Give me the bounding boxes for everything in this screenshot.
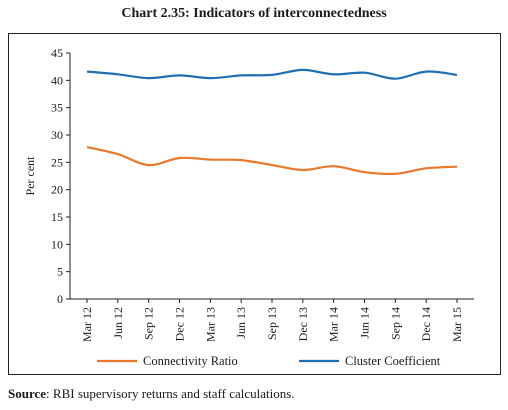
source-note: Source: RBI supervisory returns and staf… (8, 386, 295, 402)
chart-title: Chart 2.35: Indicators of interconnected… (121, 6, 387, 21)
legend-label-connectivity-ratio: Connectivity Ratio (143, 354, 238, 368)
y-tick-label: 45 (51, 46, 63, 60)
x-tick-label: Mar 15 (450, 307, 464, 342)
legend-label-cluster-coefficient: Cluster Coefficient (345, 354, 441, 368)
x-tick-label: Mar 12 (80, 307, 94, 342)
y-tick-label: 10 (51, 237, 63, 251)
x-tick-label: Dec 12 (173, 307, 187, 341)
x-tick-label: Dec 14 (419, 307, 433, 341)
y-tick-label: 35 (51, 101, 63, 115)
x-tick-label: Dec 13 (296, 307, 310, 341)
x-tick-label: Sep 12 (142, 307, 156, 340)
x-tick-label: Mar 13 (203, 307, 217, 342)
series-line-connectivity-ratio (86, 145, 458, 176)
y-tick-label: 40 (51, 73, 63, 87)
source-text: : RBI supervisory returns and staff calc… (46, 386, 295, 401)
x-tick-label: Sep 13 (265, 307, 279, 340)
y-tick-label: 15 (51, 210, 63, 224)
y-tick-label: 30 (51, 128, 63, 142)
x-tick-label: Mar 14 (327, 307, 341, 342)
series-line-cluster-coefficient (86, 68, 458, 80)
source-label: Source (8, 386, 47, 401)
chart-frame: 0 5 10 15 20 25 30 35 40 45 Per cent Mar 12 Jun 12 Se… (8, 33, 501, 375)
y-tick-label: 0 (57, 292, 63, 306)
y-tick-label: 25 (51, 155, 63, 169)
x-tick-label: Jun 12 (111, 307, 125, 339)
y-tick-label: 20 (51, 183, 63, 197)
x-tick-label: Jun 13 (234, 307, 248, 339)
line-chart: 0 5 10 15 20 25 30 35 40 45 Per cent Mar 12 Jun 12 Se… (23, 46, 474, 368)
x-tick-label: Sep 14 (388, 307, 402, 340)
x-tick-label: Jun 14 (358, 307, 372, 339)
y-tick-label: 5 (57, 265, 63, 279)
y-axis-label: Per cent (23, 156, 37, 196)
